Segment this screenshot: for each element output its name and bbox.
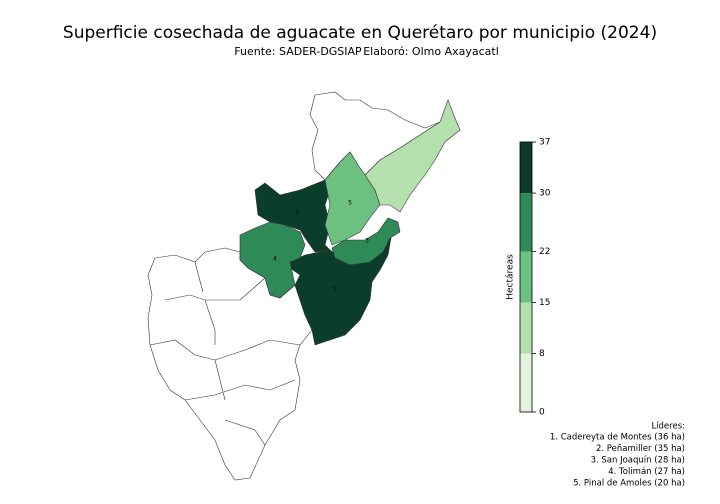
leaders-title: Líderes: bbox=[651, 422, 685, 432]
leader-item: 4. Tolimán (27 ha) bbox=[608, 467, 685, 477]
region-label: 4 bbox=[273, 256, 277, 263]
leader-item: 3. San Joaquín (28 ha) bbox=[591, 456, 685, 466]
colorbar-bin bbox=[520, 251, 532, 303]
region-label: 2 bbox=[295, 210, 299, 217]
colorbar-bin bbox=[520, 353, 532, 412]
source: Fuente: SADER-DGSIAP bbox=[234, 45, 362, 58]
region-label: 1 bbox=[333, 287, 337, 294]
leader-item: 1. Cadereyta de Montes (36 ha) bbox=[550, 433, 685, 443]
map-title: Superficie cosechada de aguacate en Quer… bbox=[63, 23, 657, 43]
colorbar-label: Hectáreas bbox=[506, 254, 516, 300]
colorbar-tick-label: 8 bbox=[539, 349, 545, 359]
municipality-region bbox=[331, 217, 401, 266]
municipality bbox=[149, 339, 301, 361]
leader-item: 2. Peñamiller (35 ha) bbox=[596, 444, 685, 454]
region-label: 5 bbox=[348, 200, 352, 207]
colorbar-bin bbox=[520, 302, 532, 354]
region-label: 3 bbox=[365, 238, 369, 245]
author: Elaboró: Olmo Axayacatl bbox=[363, 45, 499, 58]
municipality-region bbox=[239, 221, 306, 299]
municipality bbox=[164, 277, 266, 301]
leader-item: 5. Pinal de Amoles (20 ha) bbox=[573, 479, 685, 489]
municipality bbox=[184, 379, 296, 401]
colorbar-frame bbox=[519, 141, 533, 413]
colorbar-tick-label: 0 bbox=[539, 408, 545, 418]
colorbar-tick-label: 15 bbox=[539, 298, 550, 308]
municipality-region bbox=[364, 99, 461, 213]
base-municipalities bbox=[147, 91, 441, 481]
colorbar-bin bbox=[520, 193, 532, 252]
municipality bbox=[224, 419, 266, 446]
colorbar-tick-label: 22 bbox=[539, 247, 550, 257]
colorbar-tick-label: 37 bbox=[539, 138, 550, 148]
colorbar-bin bbox=[520, 142, 532, 194]
municipality-region bbox=[324, 151, 381, 246]
colorbar-tick-label: 30 bbox=[539, 189, 551, 199]
